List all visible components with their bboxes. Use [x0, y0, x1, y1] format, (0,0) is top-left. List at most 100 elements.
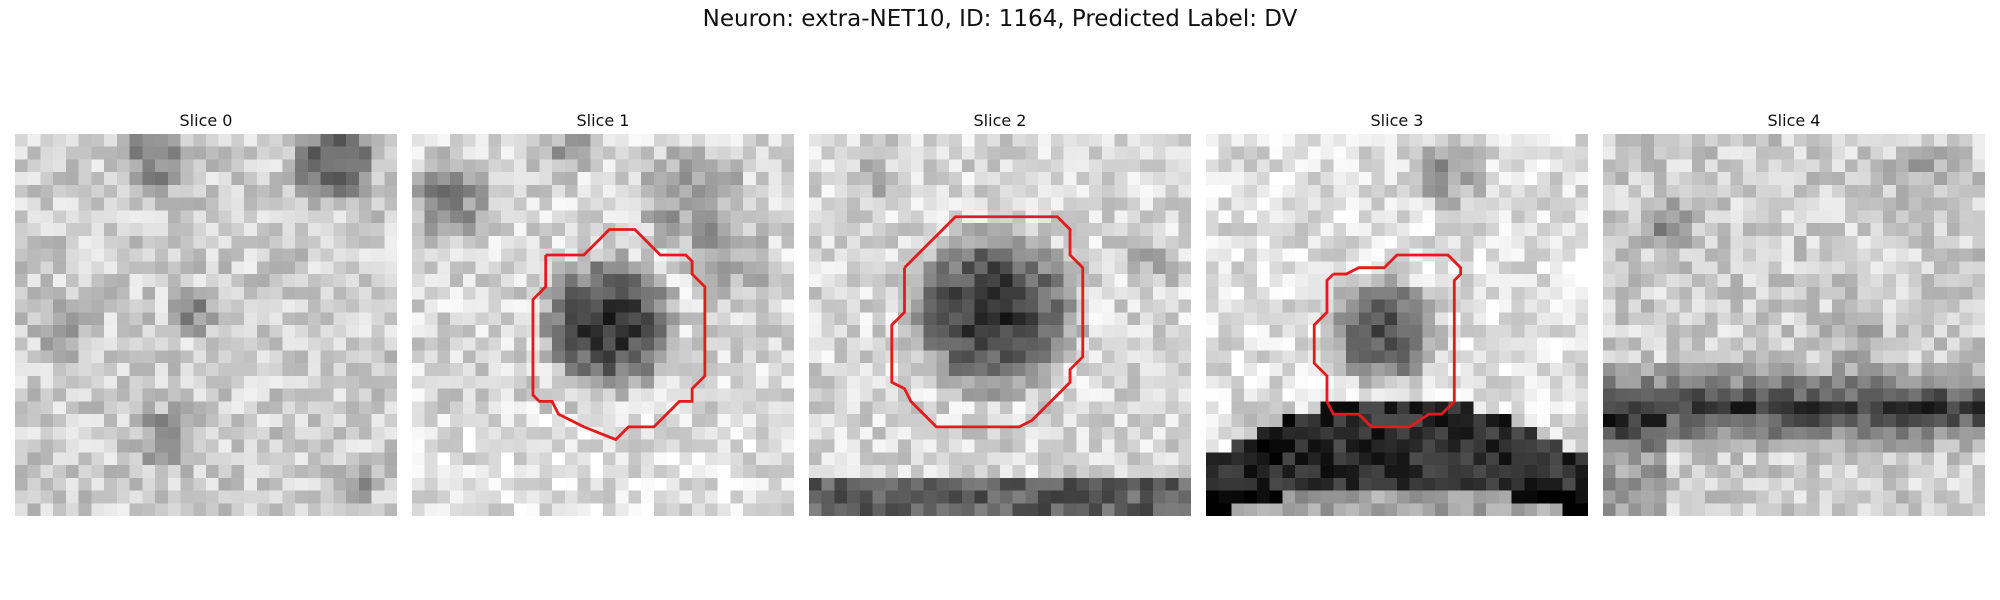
- image-pixel: [1000, 134, 1013, 147]
- image-pixel: [1486, 312, 1500, 326]
- image-pixel: [450, 375, 464, 389]
- image-pixel: [755, 325, 769, 338]
- image-pixel: [1498, 159, 1512, 173]
- image-pixel: [743, 465, 757, 479]
- image-pixel: [1768, 325, 1782, 338]
- image-pixel: [1743, 503, 1757, 516]
- image-pixel: [1063, 414, 1077, 428]
- image-pixel: [1819, 477, 1833, 491]
- image-pixel: [704, 146, 718, 160]
- image-pixel: [231, 350, 245, 364]
- image-pixel: [809, 248, 822, 262]
- image-pixel: [1320, 197, 1334, 211]
- image-pixel: [564, 503, 578, 516]
- image-pixel: [898, 248, 912, 262]
- image-pixel: [282, 146, 296, 160]
- image-pixel: [1038, 261, 1052, 275]
- image-pixel: [333, 261, 347, 275]
- image-pixel: [412, 452, 425, 466]
- image-pixel: [142, 134, 156, 147]
- image-pixel: [412, 197, 425, 211]
- image-pixel: [256, 401, 270, 415]
- image-pixel: [923, 490, 937, 504]
- image-pixel: [475, 184, 489, 198]
- image-pixel: [1934, 210, 1948, 224]
- image-pixel: [1549, 261, 1563, 275]
- image-pixel: [1743, 248, 1757, 262]
- image-pixel: [295, 235, 309, 249]
- image-pixel: [704, 363, 718, 377]
- image-pixel: [15, 134, 28, 147]
- image-pixel: [1012, 197, 1026, 211]
- image-pixel: [526, 223, 540, 237]
- image-pixel: [821, 414, 835, 428]
- image-pixel: [231, 235, 245, 249]
- image-pixel: [834, 337, 848, 351]
- image-pixel: [256, 286, 270, 300]
- image-pixel: [1870, 312, 1884, 326]
- image-pixel: [768, 350, 782, 364]
- image-pixel: [1038, 325, 1052, 338]
- image-pixel: [244, 350, 258, 364]
- image-pixel: [1050, 350, 1064, 364]
- image-pixel: [564, 261, 578, 275]
- image-pixel: [437, 439, 451, 453]
- image-pixel: [437, 235, 451, 249]
- image-pixel: [679, 426, 693, 440]
- image-pixel: [768, 401, 782, 415]
- image-pixel: [936, 210, 950, 224]
- image-pixel: [1333, 414, 1347, 428]
- image-pixel: [743, 350, 757, 364]
- image-pixel: [167, 426, 181, 440]
- image-pixel: [1089, 503, 1103, 516]
- image-pixel: [1819, 439, 1833, 453]
- image-pixel: [730, 299, 744, 313]
- image-pixel: [1537, 375, 1551, 389]
- image-pixel: [65, 439, 79, 453]
- image-pixel: [743, 274, 757, 288]
- image-pixel: [1959, 286, 1973, 300]
- image-pixel: [1832, 375, 1846, 389]
- image-pixel: [424, 414, 438, 428]
- image-pixel: [539, 325, 553, 338]
- image-pixel: [834, 223, 848, 237]
- image-pixel: [129, 235, 143, 249]
- image-pixel: [1959, 503, 1973, 516]
- image-pixel: [1717, 248, 1731, 262]
- image-pixel: [885, 465, 899, 479]
- image-pixel: [346, 465, 360, 479]
- image-pixel: [1717, 159, 1731, 173]
- image-pixel: [462, 439, 476, 453]
- image-pixel: [1409, 452, 1423, 466]
- image-pixel: [885, 388, 899, 402]
- image-pixel: [513, 286, 527, 300]
- image-pixel: [1218, 235, 1232, 249]
- image-pixel: [501, 375, 515, 389]
- image-pixel: [1447, 452, 1461, 466]
- image-pixel: [1101, 414, 1115, 428]
- image-pixel: [603, 503, 616, 516]
- image-pixel: [1653, 223, 1667, 237]
- image-pixel: [1114, 210, 1128, 224]
- image-pixel: [193, 134, 207, 147]
- image-pixel: [603, 184, 616, 198]
- image-pixel: [1089, 261, 1103, 275]
- image-pixel: [859, 388, 873, 402]
- image-pixel: [1781, 184, 1795, 198]
- image-pixel: [142, 325, 156, 338]
- image-pixel: [358, 235, 372, 249]
- image-pixel: [1346, 465, 1360, 479]
- image-pixel: [333, 401, 347, 415]
- image-pixel: [15, 439, 28, 453]
- image-pixel: [1537, 490, 1551, 504]
- image-pixel: [231, 223, 245, 237]
- image-pixel: [590, 465, 604, 479]
- image-pixel: [834, 312, 848, 326]
- image-pixel: [475, 159, 489, 173]
- image-pixel: [1050, 363, 1064, 377]
- image-pixel: [974, 223, 988, 237]
- image-pixel: [1844, 235, 1858, 249]
- image-pixel: [1857, 312, 1871, 326]
- image-pixel: [577, 426, 591, 440]
- image-pixel: [615, 235, 629, 249]
